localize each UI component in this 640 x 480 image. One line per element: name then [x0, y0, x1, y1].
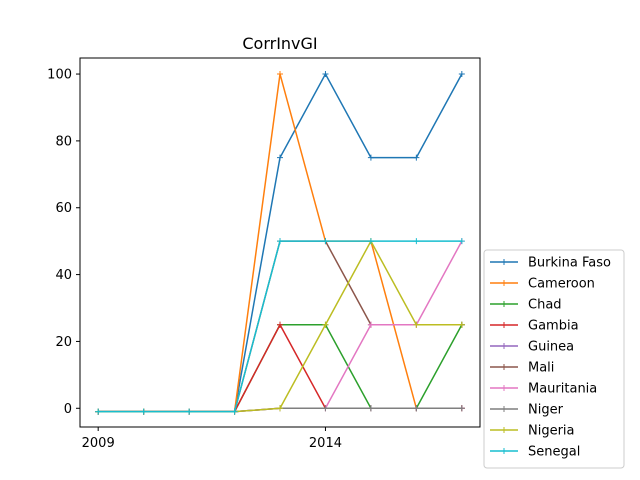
data-point — [322, 71, 329, 78]
legend-item: Gambia — [490, 319, 579, 334]
data-point — [367, 154, 374, 161]
series-layer — [95, 71, 465, 415]
data-point — [413, 321, 420, 328]
y-tick-label: 80 — [55, 134, 72, 149]
data-point — [322, 238, 329, 245]
legend-marker — [501, 364, 507, 370]
legend-label: Chad — [528, 298, 562, 313]
data-point — [458, 238, 465, 245]
data-point — [367, 238, 374, 245]
data-point — [458, 71, 465, 78]
data-point — [231, 408, 238, 415]
legend-label: Gambia — [528, 319, 579, 334]
legend-label: Niger — [528, 403, 564, 418]
data-point — [277, 321, 283, 328]
y-tick-label: 40 — [55, 268, 72, 283]
legend-marker — [501, 385, 507, 391]
data-point — [458, 405, 465, 412]
data-point — [413, 238, 420, 245]
legend-label: Senegal — [528, 445, 580, 460]
data-point — [367, 321, 374, 328]
legend-box — [483, 249, 625, 469]
legend-marker — [501, 343, 507, 349]
data-point — [140, 408, 147, 415]
legend-marker — [501, 322, 507, 328]
legend-item: Burkina Faso — [490, 256, 611, 271]
data-point — [277, 154, 283, 161]
data-point — [413, 405, 420, 412]
legend-marker — [501, 427, 507, 433]
y-tick-label: 0 — [64, 402, 72, 417]
legend-label: Guinea — [528, 340, 574, 355]
plot-frame — [79, 57, 481, 428]
y-tick-label: 100 — [47, 68, 72, 83]
y-tick-label: 20 — [55, 335, 72, 350]
axis-layer: 0 20 40 60 80 100 2009 2014 — [47, 68, 342, 451]
legend-marker — [501, 448, 507, 454]
legend-item: Mauritania — [490, 382, 597, 397]
legend: Burkina Faso Cameroon Chad Gambia Guinea Mali… — [483, 249, 625, 469]
legend-label: Mauritania — [528, 382, 597, 397]
legend-item: Senegal — [490, 445, 580, 460]
data-point — [458, 321, 465, 328]
legend-item: Mali — [490, 361, 554, 376]
data-point — [322, 321, 329, 328]
legend-marker — [501, 280, 507, 286]
legend-marker — [501, 406, 507, 412]
legend-item: Chad — [490, 298, 562, 313]
legend-label: Mali — [528, 361, 554, 376]
chart-title: CorrInvGI — [242, 34, 317, 53]
data-point — [186, 408, 193, 415]
data-point — [277, 238, 283, 245]
data-point — [413, 154, 420, 161]
data-point — [95, 408, 102, 415]
legend-item: Cameroon — [490, 277, 595, 292]
x-tick-label: 2014 — [309, 436, 342, 451]
legend-label: Burkina Faso — [528, 256, 611, 271]
x-tick-label: 2009 — [82, 436, 115, 451]
legend-item: Nigeria — [490, 424, 575, 439]
legend-item: Guinea — [490, 340, 574, 355]
series-senegal — [95, 238, 465, 415]
legend-marker — [501, 259, 507, 265]
data-point — [277, 405, 283, 412]
data-point — [367, 405, 374, 412]
legend-label: Cameroon — [528, 277, 595, 292]
legend-marker — [501, 301, 507, 307]
data-point — [277, 71, 283, 78]
legend-label: Nigeria — [528, 424, 575, 439]
data-point — [322, 405, 329, 412]
y-tick-label: 60 — [55, 201, 72, 216]
legend-item: Niger — [490, 403, 564, 418]
